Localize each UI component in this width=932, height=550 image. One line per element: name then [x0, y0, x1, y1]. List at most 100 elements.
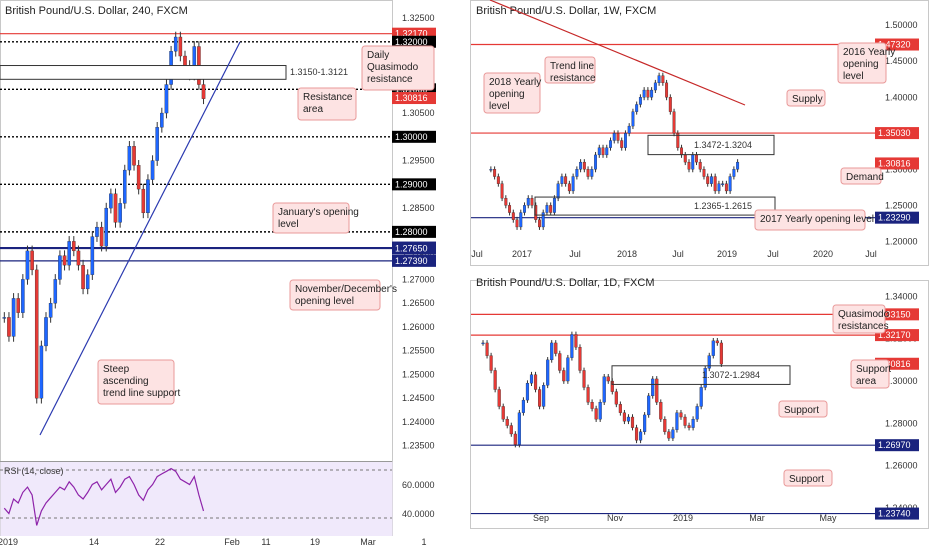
candle [582, 161, 586, 170]
annotation-text: Support [789, 474, 824, 485]
candle [668, 97, 672, 112]
level-label: 1.33150 [878, 309, 911, 319]
candle [558, 353, 562, 371]
panel-1d-frame [470, 280, 929, 529]
y-tick-label: 1.25500 [402, 346, 435, 356]
candle [567, 183, 571, 192]
annotation-text: level [489, 101, 510, 112]
level-label: 1.47320 [878, 40, 911, 50]
level-label: 1.27650 [395, 244, 428, 254]
x-tick-label: 2018 [617, 249, 637, 259]
candle [523, 205, 526, 213]
candle [67, 241, 71, 266]
candle [570, 334, 574, 358]
candle [594, 154, 598, 170]
candle [566, 357, 570, 382]
candle [53, 279, 58, 304]
candle [594, 408, 598, 420]
annotation-box [289, 279, 381, 311]
annotation-text: 2017 Yearly opening level [760, 214, 874, 225]
candle [683, 154, 687, 163]
annotation-text: 2016 Yearly [843, 47, 895, 58]
x-tick-label: 11 [261, 537, 270, 547]
annotation-text: Demand [846, 172, 884, 183]
level-label: 1.35030 [878, 128, 911, 138]
candle [590, 169, 594, 177]
last-price-label: 1.30816 [878, 158, 911, 168]
x-tick-label: Sep [533, 513, 549, 523]
candle [493, 370, 497, 390]
candle [627, 125, 631, 134]
candle [597, 147, 601, 156]
level-box [392, 254, 436, 267]
candle [545, 205, 549, 213]
level-label: 1.27390 [395, 256, 428, 266]
candle [736, 161, 740, 170]
x-tick-label: Jul [865, 249, 877, 259]
x-tick-label: Mar [360, 537, 376, 547]
candle [550, 342, 554, 361]
candle [698, 161, 702, 170]
annotation-box [783, 469, 833, 487]
candle [76, 250, 81, 266]
candle [665, 82, 669, 98]
candle [62, 255, 67, 266]
candle [680, 147, 683, 156]
candle [95, 226, 99, 237]
candle [732, 169, 736, 177]
annotation-box [483, 72, 541, 114]
y-tick-label: 1.20000 [885, 236, 918, 246]
level-label: 1.30000 [395, 132, 428, 142]
candle [717, 183, 721, 192]
candle [663, 418, 667, 432]
zone-label: 1.3472-1.3204 [694, 140, 752, 150]
candle [526, 197, 530, 206]
candle [590, 402, 594, 409]
last-price-label: 1.30816 [878, 359, 911, 369]
candle [642, 89, 646, 98]
candle [554, 342, 558, 354]
annotation-text: January's opening [278, 207, 359, 218]
zone-label: 1.2365-1.2615 [694, 201, 752, 211]
x-tick-label: 2019 [673, 513, 693, 523]
annotation-text: level [278, 219, 299, 230]
chart-0: British Pound/U.S. Dollar, 240, FXCM 1.32… [0, 5, 436, 547]
level-label: 1.29000 [395, 179, 428, 189]
candle [501, 406, 505, 420]
candle [562, 370, 566, 382]
x-tick-label: Jul [767, 249, 779, 259]
candle [574, 334, 578, 348]
candle [620, 140, 624, 148]
annotation-text: opening [843, 59, 879, 70]
x-tick-label: 2017 [512, 249, 532, 259]
annotation-text: trend line support [103, 388, 180, 399]
candle [602, 376, 606, 403]
candle [500, 183, 504, 199]
candle [643, 414, 647, 432]
rsi-tick: 60.0000 [402, 480, 435, 490]
candle [541, 212, 545, 228]
candle [687, 425, 691, 428]
candle [635, 104, 639, 112]
candle [113, 193, 118, 223]
x-tick-label: Mar [749, 513, 765, 523]
annotation-box [786, 89, 826, 107]
level-box [875, 329, 919, 342]
annotation-text: Supply [792, 94, 823, 105]
chart-title: British Pound/U.S. Dollar, 240, FXCM [5, 5, 188, 17]
candle [538, 219, 541, 228]
x-tick-label: 14 [89, 537, 99, 547]
candle [724, 183, 728, 192]
candle [173, 36, 178, 52]
candle [164, 84, 169, 114]
candle [719, 342, 723, 365]
level-box [392, 242, 436, 255]
level-box [392, 178, 436, 191]
candle [618, 404, 622, 413]
candle [81, 264, 85, 290]
x-tick-label: 2020 [813, 249, 833, 259]
candle [634, 427, 639, 441]
candle [538, 389, 542, 407]
candle [702, 169, 706, 177]
